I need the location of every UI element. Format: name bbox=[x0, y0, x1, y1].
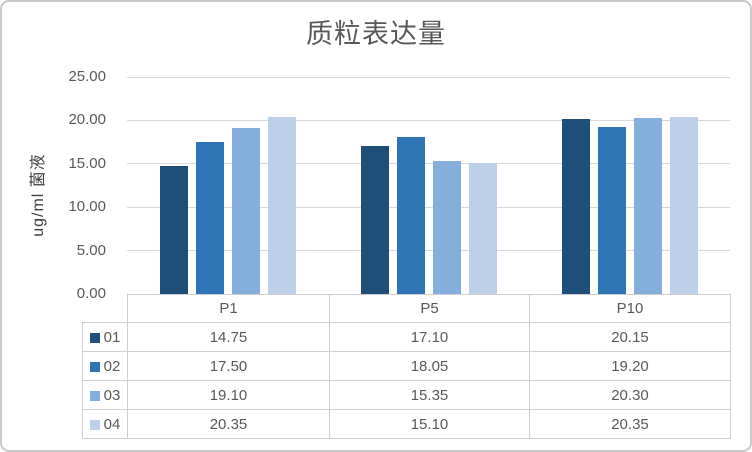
value-cell: 20.35 bbox=[529, 409, 731, 439]
category-header-cell: P1 bbox=[127, 294, 330, 323]
legend-cell: 03 bbox=[82, 380, 128, 410]
legend-swatch-icon bbox=[89, 332, 100, 343]
legend-cell: 01 bbox=[82, 322, 128, 352]
value-cell: 17.50 bbox=[127, 351, 330, 381]
series-name-label: 03 bbox=[103, 386, 121, 404]
series-name-label: 01 bbox=[103, 328, 121, 346]
bar-series-02-P10 bbox=[597, 127, 626, 294]
y-axis-tick-label: 15.00 bbox=[68, 154, 106, 172]
bar-series-04-P5 bbox=[468, 162, 497, 294]
table-header-row: P1 P5 P10 bbox=[83, 294, 731, 323]
value-cell: 19.10 bbox=[127, 380, 330, 410]
bar-series-04-P1 bbox=[267, 117, 296, 294]
value-cell: 17.10 bbox=[329, 322, 530, 352]
gridline bbox=[127, 119, 730, 121]
gridline bbox=[127, 163, 730, 165]
y-axis-tick-label: 10.00 bbox=[68, 198, 106, 216]
bar-series-02-P1 bbox=[195, 142, 224, 294]
y-axis-tick-label: 5.00 bbox=[76, 241, 106, 259]
table-row-series-01: 01 14.75 17.10 20.15 bbox=[82, 322, 731, 352]
chart-data-table: P1 P5 P10 01 14.75 17.10 20.15 02 17.50 18.05 19.2… bbox=[82, 294, 731, 439]
value-cell: 20.15 bbox=[529, 322, 731, 352]
gridline bbox=[127, 76, 730, 78]
bar-series-02-P5 bbox=[396, 137, 425, 294]
category-header-cell: P10 bbox=[529, 294, 731, 323]
chart-title: 质粒表达量 bbox=[306, 19, 446, 49]
gridline bbox=[127, 250, 730, 252]
bar-series-01-P1 bbox=[159, 165, 188, 294]
bar-series-03-P1 bbox=[231, 128, 260, 294]
legend-swatch-icon bbox=[89, 361, 100, 372]
series-name-label: 02 bbox=[103, 357, 121, 375]
value-cell: 18.05 bbox=[329, 351, 530, 381]
y-axis-tick-label: 20.00 bbox=[68, 111, 106, 129]
value-cell: 20.30 bbox=[529, 380, 731, 410]
bar-series-04-P10 bbox=[669, 117, 698, 294]
value-cell: 19.20 bbox=[529, 351, 731, 381]
series-name-label: 04 bbox=[103, 415, 121, 433]
legend-swatch-icon bbox=[89, 390, 100, 401]
value-cell: 15.35 bbox=[329, 380, 530, 410]
table-row-series-04: 04 20.35 15.10 20.35 bbox=[82, 409, 731, 439]
y-axis-tick-label: 0.00 bbox=[76, 285, 106, 302]
value-cell: 14.75 bbox=[127, 322, 330, 352]
bar-series-01-P5 bbox=[360, 145, 389, 294]
value-cell: 15.10 bbox=[329, 409, 530, 439]
value-cell: 20.35 bbox=[127, 409, 330, 439]
bar-series-03-P10 bbox=[633, 117, 662, 294]
gridline bbox=[127, 206, 730, 208]
table-row-series-02: 02 17.50 18.05 19.20 bbox=[82, 351, 731, 381]
legend-cell: 04 bbox=[82, 409, 128, 439]
y-axis-title: ug/ml 菌液 bbox=[30, 153, 47, 237]
bar-series-01-P10 bbox=[561, 119, 590, 294]
legend-swatch-icon bbox=[89, 419, 100, 430]
legend-cell: 02 bbox=[82, 351, 128, 381]
category-header-cell: P5 bbox=[329, 294, 530, 323]
bar-series-03-P5 bbox=[432, 160, 461, 294]
y-axis-tick-label: 25.00 bbox=[68, 68, 106, 85]
table-row-series-03: 03 19.10 15.35 20.30 bbox=[82, 380, 731, 410]
